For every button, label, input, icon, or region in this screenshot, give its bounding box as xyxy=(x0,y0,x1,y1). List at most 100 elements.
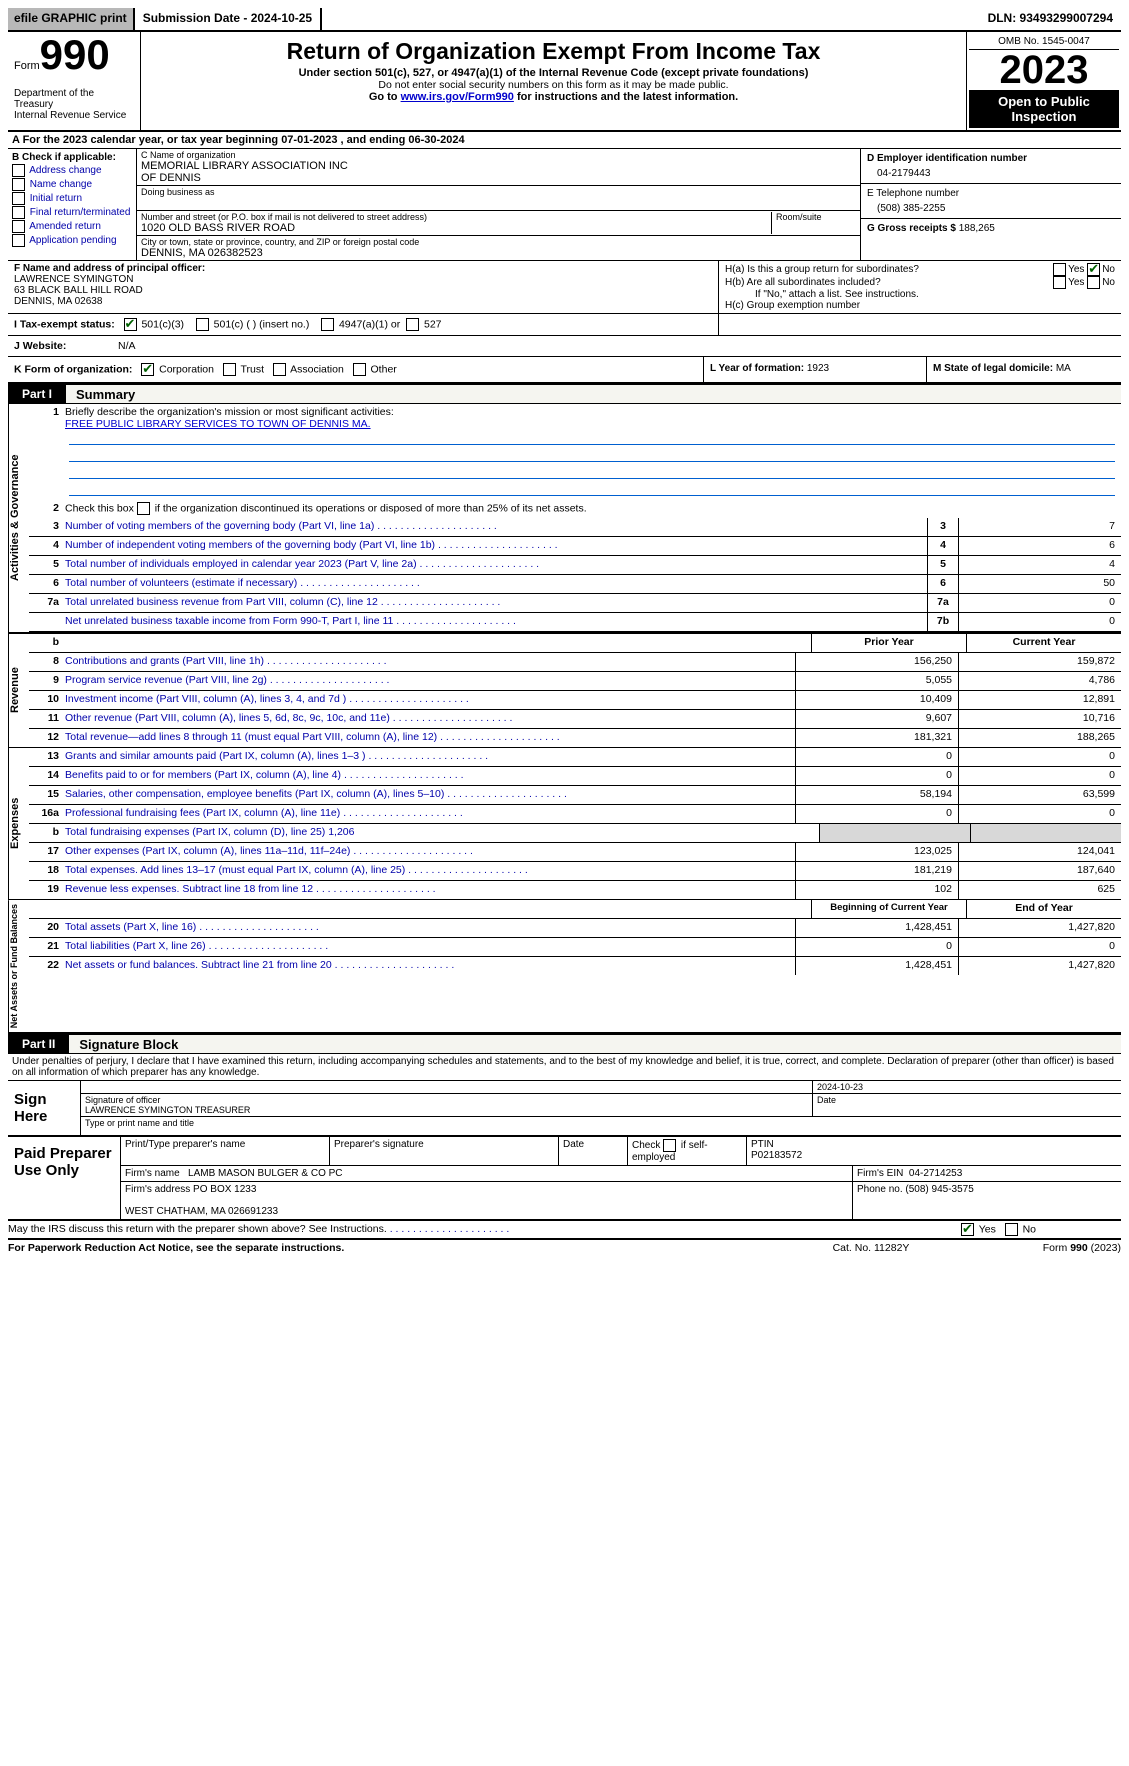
line1-label: Briefly describe the organization's miss… xyxy=(65,406,394,418)
k-trust-checkbox[interactable] xyxy=(223,363,236,376)
phone-value: (508) 385-2255 xyxy=(867,199,1115,214)
exp-vert-label: Expenses xyxy=(8,748,29,899)
exp-curr: 124,041 xyxy=(958,843,1121,861)
ha-yes-checkbox[interactable] xyxy=(1053,263,1066,276)
activities-governance: Activities & Governance 1 Briefly descri… xyxy=(8,404,1121,634)
ag-box: 5 xyxy=(927,556,958,574)
ptin-value: P02183572 xyxy=(751,1150,802,1161)
k-assoc-checkbox[interactable] xyxy=(273,363,286,376)
k-corp-checkbox[interactable] xyxy=(141,363,154,376)
perjury-text: Under penalties of perjury, I declare th… xyxy=(8,1054,1121,1081)
box-b: B Check if applicable: Address change Na… xyxy=(8,149,137,260)
officer-value: LAWRENCE SYMINGTON 63 BLACK BALL HILL RO… xyxy=(14,274,712,307)
ha-yes: Yes xyxy=(1068,264,1084,275)
hb-no: No xyxy=(1102,277,1115,288)
ha-no-checkbox[interactable] xyxy=(1087,263,1100,276)
na-end: 1,427,820 xyxy=(958,957,1121,975)
i-501c3-checkbox[interactable] xyxy=(124,318,137,331)
website-label: J Website: xyxy=(8,336,112,356)
exp-curr: 187,640 xyxy=(958,862,1121,880)
exp-curr: 0 xyxy=(958,748,1121,766)
na-row: 22Net assets or fund balances. Subtract … xyxy=(29,957,1121,975)
officer-label: F Name and address of principal officer: xyxy=(14,263,712,274)
phone-label: E Telephone number xyxy=(867,188,1115,199)
ag-box: 7b xyxy=(927,613,958,631)
discuss-no-checkbox[interactable] xyxy=(1005,1223,1018,1236)
sig-officer-name: LAWRENCE SYMINGTON TREASURER xyxy=(85,1105,250,1115)
part-i-bar: Part I Summary xyxy=(8,384,1121,404)
exp-prior: 58,194 xyxy=(795,786,958,804)
revenue-block: Revenue b Prior Year Current Year 8Contr… xyxy=(8,634,1121,748)
rev-desc: Contributions and grants (Part VIII, lin… xyxy=(65,655,387,667)
org-name: MEMORIAL LIBRARY ASSOCIATION INC OF DENN… xyxy=(141,160,856,184)
shaded-cell xyxy=(819,824,970,842)
irs-link[interactable]: www.irs.gov/Form990 xyxy=(401,91,514,103)
sig-officer-label: Signature of officer xyxy=(85,1095,160,1105)
addr-label: Number and street (or P.O. box if mail i… xyxy=(141,212,767,222)
opt-name-change[interactable]: Name change xyxy=(12,178,132,191)
i-4947: 4947(a)(1) or xyxy=(339,318,400,330)
exp-row: 17Other expenses (Part IX, column (A), l… xyxy=(29,843,1121,862)
ruled-line xyxy=(69,464,1115,479)
form-id-box: Form990 Department of the Treasury Inter… xyxy=(8,32,141,130)
form-word: Form xyxy=(14,60,40,72)
rev-row: 8Contributions and grants (Part VIII, li… xyxy=(29,653,1121,672)
box-i: I Tax-exempt status: 501(c)(3) 501(c) ( … xyxy=(8,314,719,335)
title-box: Return of Organization Exempt From Incom… xyxy=(141,32,967,130)
exp-row: 15Salaries, other compensation, employee… xyxy=(29,786,1121,805)
box-l: L Year of formation: 1923 xyxy=(703,357,926,382)
firm-phone-label: Phone no. xyxy=(857,1184,903,1195)
rev-desc: Total revenue—add lines 8 through 11 (mu… xyxy=(65,731,560,743)
form-footer: Form 990 (2023) xyxy=(971,1242,1121,1254)
opt-address-change[interactable]: Address change xyxy=(12,164,132,177)
page-footer: For Paperwork Reduction Act Notice, see … xyxy=(8,1240,1121,1254)
hb-note: If "No," attach a list. See instructions… xyxy=(725,289,1115,300)
opt-final-return[interactable]: Final return/terminated xyxy=(12,206,132,219)
hb-no-checkbox[interactable] xyxy=(1087,276,1100,289)
exp-desc: Professional fundraising fees (Part IX, … xyxy=(65,807,463,819)
rev-curr: 188,265 xyxy=(958,729,1121,747)
exp-desc: Total fundraising expenses (Part IX, col… xyxy=(65,826,354,838)
rev-prior: 10,409 xyxy=(795,691,958,709)
hc-label: H(c) Group exemption number xyxy=(725,300,1115,311)
sign-date: 2024-10-23 xyxy=(813,1081,1121,1093)
exp-desc: Total expenses. Add lines 13–17 (must eq… xyxy=(65,864,528,876)
ein-label: D Employer identification number xyxy=(867,153,1115,164)
ag-row: Net unrelated business taxable income fr… xyxy=(29,613,1121,632)
mission-text[interactable]: FREE PUBLIC LIBRARY SERVICES TO TOWN OF … xyxy=(65,418,371,430)
paid-preparer-block: Paid Preparer Use Only Print/Type prepar… xyxy=(8,1137,1121,1221)
rev-prior: 156,250 xyxy=(795,653,958,671)
opt-app-pending[interactable]: Application pending xyxy=(12,234,132,247)
discuss-yes-checkbox[interactable] xyxy=(961,1223,974,1236)
addr-value: 1020 OLD BASS RIVER ROAD xyxy=(141,222,767,234)
open-public-badge: Open to Public Inspection xyxy=(969,90,1119,128)
i-527-checkbox[interactable] xyxy=(406,318,419,331)
line2-checkbox[interactable] xyxy=(137,502,150,515)
self-emp-checkbox[interactable] xyxy=(663,1139,676,1152)
na-desc: Net assets or fund balances. Subtract li… xyxy=(65,959,454,971)
line-a-taxyear: A For the 2023 calendar year, or tax yea… xyxy=(8,132,1121,149)
rev-prior: 181,321 xyxy=(795,729,958,747)
hb-yes-checkbox[interactable] xyxy=(1053,276,1066,289)
tax-year: 2023 xyxy=(969,50,1119,90)
na-begin-header: Beginning of Current Year xyxy=(811,900,966,918)
na-begin: 0 xyxy=(795,938,958,956)
i-501c-checkbox[interactable] xyxy=(196,318,209,331)
i-4947-checkbox[interactable] xyxy=(321,318,334,331)
rev-desc: Investment income (Part VIII, column (A)… xyxy=(65,693,469,705)
rev-curr: 12,891 xyxy=(958,691,1121,709)
k-other-checkbox[interactable] xyxy=(353,363,366,376)
efile-print-label[interactable]: efile GRAPHIC print xyxy=(8,8,135,30)
k-trust: Trust xyxy=(240,363,264,375)
opt-amended-return[interactable]: Amended return xyxy=(12,220,132,233)
rev-curr: 159,872 xyxy=(958,653,1121,671)
exp-curr: 63,599 xyxy=(958,786,1121,804)
opt-initial-return[interactable]: Initial return xyxy=(12,192,132,205)
top-bar: efile GRAPHIC print Submission Date - 20… xyxy=(8,8,1121,32)
k-assoc: Association xyxy=(290,363,344,375)
form-subtitle: Under section 501(c), 527, or 4947(a)(1)… xyxy=(149,67,958,79)
ag-box: 7a xyxy=(927,594,958,612)
ag-vert-label: Activities & Governance xyxy=(8,404,29,632)
fh-row: F Name and address of principal officer:… xyxy=(8,261,1121,314)
rev-prior: 5,055 xyxy=(795,672,958,690)
